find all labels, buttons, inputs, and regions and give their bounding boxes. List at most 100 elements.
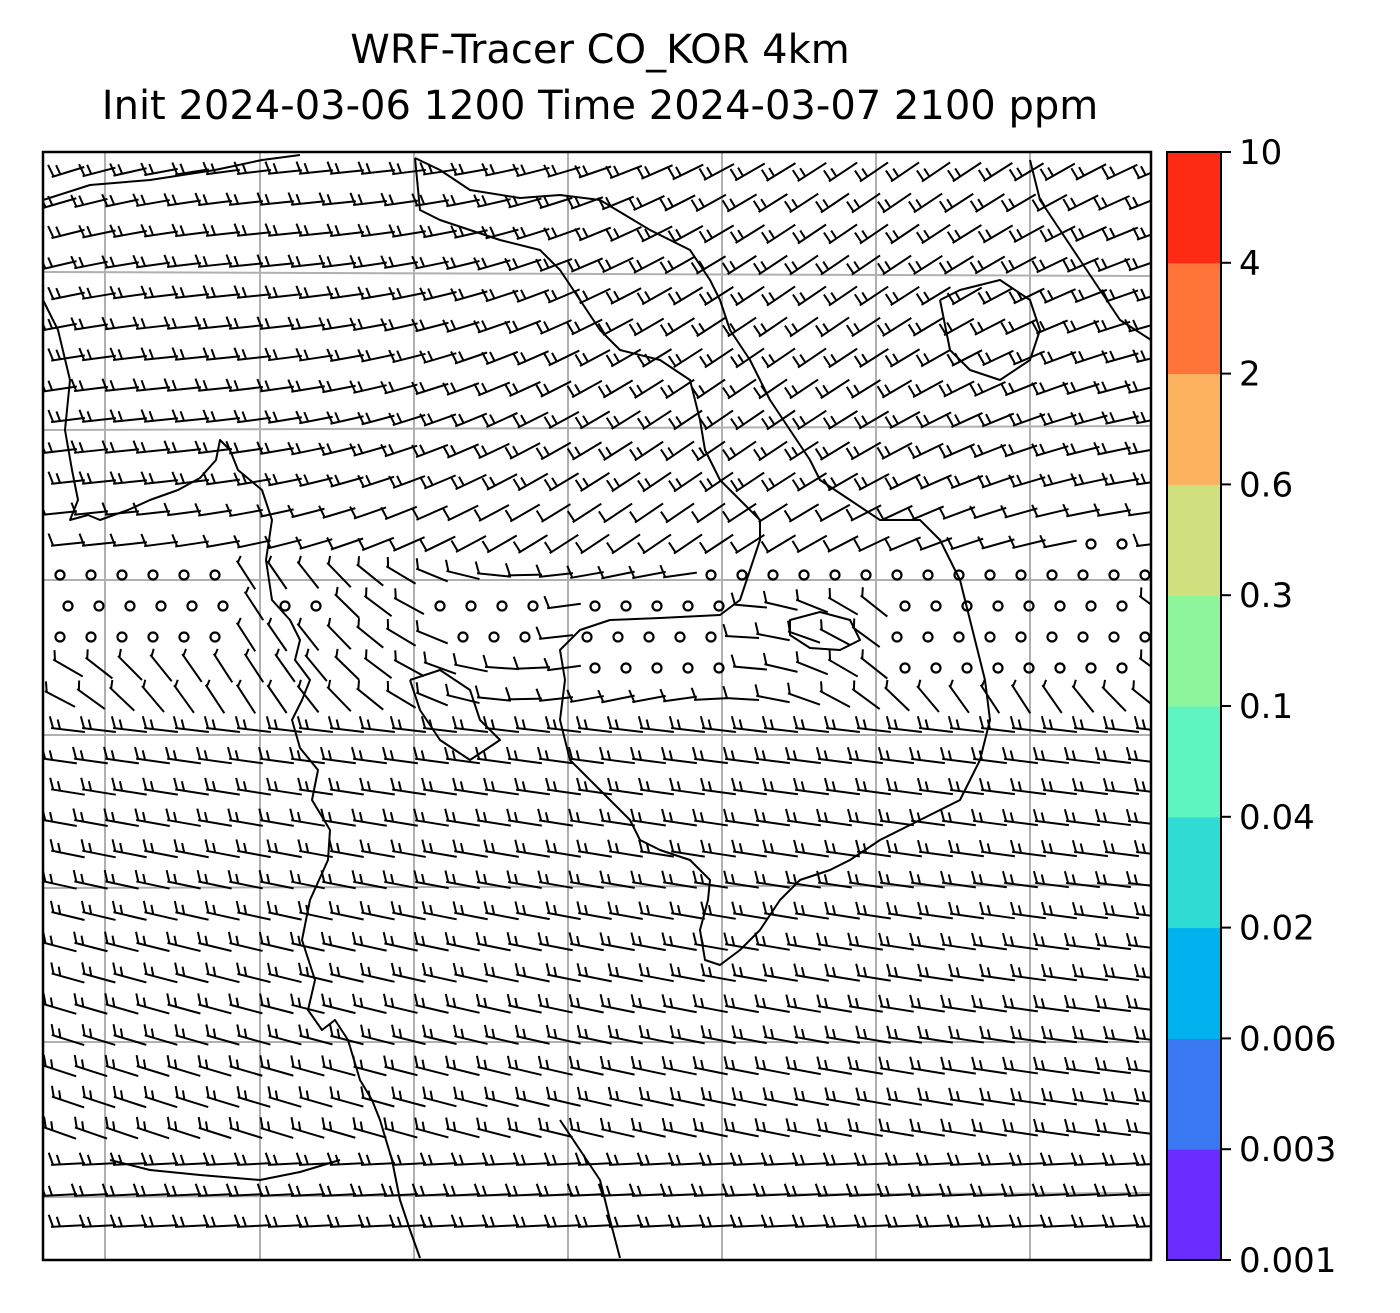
calm-wind-marker — [651, 600, 663, 612]
wind-barb — [194, 503, 232, 517]
calm-wind-marker — [922, 631, 934, 643]
calm-wind-marker — [953, 569, 965, 581]
wind-barb — [978, 716, 1015, 734]
colorbar-tick-label: 0.3 — [1239, 576, 1293, 616]
wind-barb — [598, 502, 633, 524]
wind-barb — [360, 1024, 395, 1046]
wind-barb — [730, 592, 768, 609]
calm-wind-marker — [891, 631, 903, 643]
wind-barb — [638, 1086, 674, 1107]
wind-barb — [971, 994, 1007, 1013]
wind-barb — [236, 1086, 271, 1108]
wind-barb — [1133, 902, 1151, 917]
wind-barb — [452, 1024, 488, 1045]
wind-barb — [264, 285, 303, 299]
wind-barb — [197, 1116, 232, 1140]
wind-barb — [411, 193, 449, 207]
wind-barb — [878, 932, 914, 951]
colorbar-tick-label: 0.02 — [1239, 909, 1315, 949]
wind-barb — [473, 442, 510, 460]
wind-barb — [667, 224, 704, 244]
wind-barb — [761, 347, 796, 369]
wind-barb — [535, 1183, 574, 1197]
wind-barb — [297, 777, 333, 796]
calm-wind-marker — [1085, 600, 1097, 612]
wind-barb — [908, 808, 945, 827]
wind-barb — [787, 682, 821, 706]
wind-barb — [181, 648, 203, 683]
wind-barb — [1101, 350, 1139, 364]
wind-barb — [969, 1183, 1008, 1197]
wind-barb — [391, 1024, 426, 1046]
wind-barb — [977, 287, 1014, 305]
wind-barb — [202, 285, 241, 299]
wind-barb — [134, 746, 170, 765]
wind-barb — [915, 348, 952, 368]
wind-barb — [475, 932, 511, 952]
wind-barb — [1032, 808, 1069, 827]
wind-barb — [784, 254, 819, 276]
wind-barb — [915, 411, 952, 429]
wind-barb — [318, 254, 356, 269]
wind-barb — [1062, 442, 1100, 457]
wind-barb — [793, 1087, 829, 1107]
colorbar-tick-label: 0.1 — [1239, 687, 1293, 727]
map-frame — [41, 150, 1153, 1262]
wind-barb — [854, 223, 889, 245]
wind-barb — [723, 1118, 759, 1138]
wind-barb — [74, 1116, 108, 1140]
wind-barb — [823, 347, 858, 369]
wind-barb — [699, 409, 734, 431]
wind-barb — [149, 648, 173, 682]
taiwan-coastline — [409, 669, 501, 761]
wind-barb — [264, 1152, 303, 1166]
wind-barb — [506, 1055, 542, 1076]
wind-barb — [266, 839, 302, 859]
wind-barb — [762, 590, 798, 611]
wind-barb — [349, 380, 387, 394]
wind-barb — [72, 869, 108, 890]
wind-barb — [256, 192, 295, 206]
wind-barb — [264, 472, 302, 487]
wind-barb — [691, 502, 726, 524]
wind-barb — [256, 316, 295, 330]
wind-barb — [629, 440, 664, 462]
wind-barb — [698, 286, 734, 306]
wind-barb — [258, 870, 294, 890]
wind-barb — [854, 716, 891, 734]
wind-barb — [877, 746, 914, 765]
wind-barb — [1093, 1183, 1132, 1197]
wind-barb — [908, 192, 943, 214]
wind-barb — [143, 962, 178, 984]
wind-barb — [174, 1085, 209, 1109]
wind-barb — [783, 192, 819, 214]
wind-barb — [730, 347, 765, 369]
wind-barb — [444, 683, 480, 705]
wind-barb — [885, 777, 922, 796]
wind-barb — [1039, 1152, 1078, 1166]
calm-wind-marker — [961, 662, 973, 674]
wind-barb — [1070, 1214, 1109, 1228]
colorbar-tick-label: 0.6 — [1239, 465, 1293, 505]
wind-barb — [165, 808, 201, 827]
colorbar-tick-label: 10 — [1239, 133, 1282, 173]
wind-barb — [296, 617, 320, 651]
wind-barb — [916, 161, 951, 183]
wind-barb — [969, 255, 1006, 275]
wind-barb — [971, 1056, 1007, 1075]
wind-barb — [917, 839, 953, 858]
wind-barb — [419, 1152, 458, 1166]
wind-barb — [504, 381, 541, 397]
wind-barb — [860, 587, 888, 618]
wind-barb — [450, 1152, 489, 1166]
wind-barb — [917, 963, 953, 982]
wind-barb — [630, 1055, 666, 1076]
wind-barb — [1032, 932, 1069, 951]
wind-barb — [109, 347, 148, 361]
wind-barb — [568, 1117, 604, 1138]
wind-barb — [884, 285, 920, 307]
wind-barb — [940, 870, 976, 889]
wind-barb — [660, 502, 695, 524]
wind-barb — [785, 1056, 821, 1076]
wind-barb — [659, 1183, 698, 1197]
